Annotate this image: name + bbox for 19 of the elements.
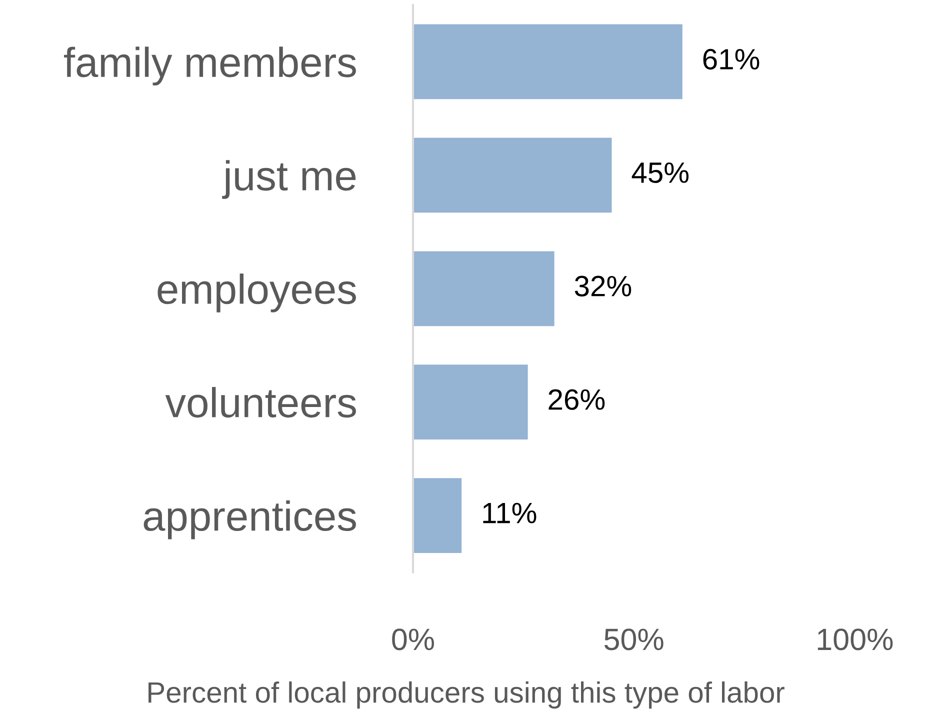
bar	[412, 251, 554, 326]
bar	[412, 138, 612, 213]
data-label: 32%	[574, 276, 632, 296]
bar	[412, 364, 528, 440]
y-tick-label: family members	[64, 46, 356, 86]
x-axis-title: Percent of local producers using this type of labor	[148, 681, 784, 709]
y-tick-label: just me	[222, 160, 356, 199]
bar	[412, 24, 682, 100]
data-label: 45%	[632, 162, 689, 184]
data-label: 11%	[483, 502, 536, 524]
x-tick-label: 50%	[604, 628, 664, 650]
x-tick-label: 0%	[392, 628, 434, 650]
data-label: 26%	[548, 389, 605, 410]
y-tick-label: employees	[158, 274, 356, 312]
data-label: 61%	[703, 48, 760, 70]
x-tick-label: 100%	[818, 628, 893, 650]
bar	[412, 478, 462, 553]
y-tick-label: volunteers	[165, 386, 356, 418]
y-tick-label: apprentices	[144, 500, 356, 540]
